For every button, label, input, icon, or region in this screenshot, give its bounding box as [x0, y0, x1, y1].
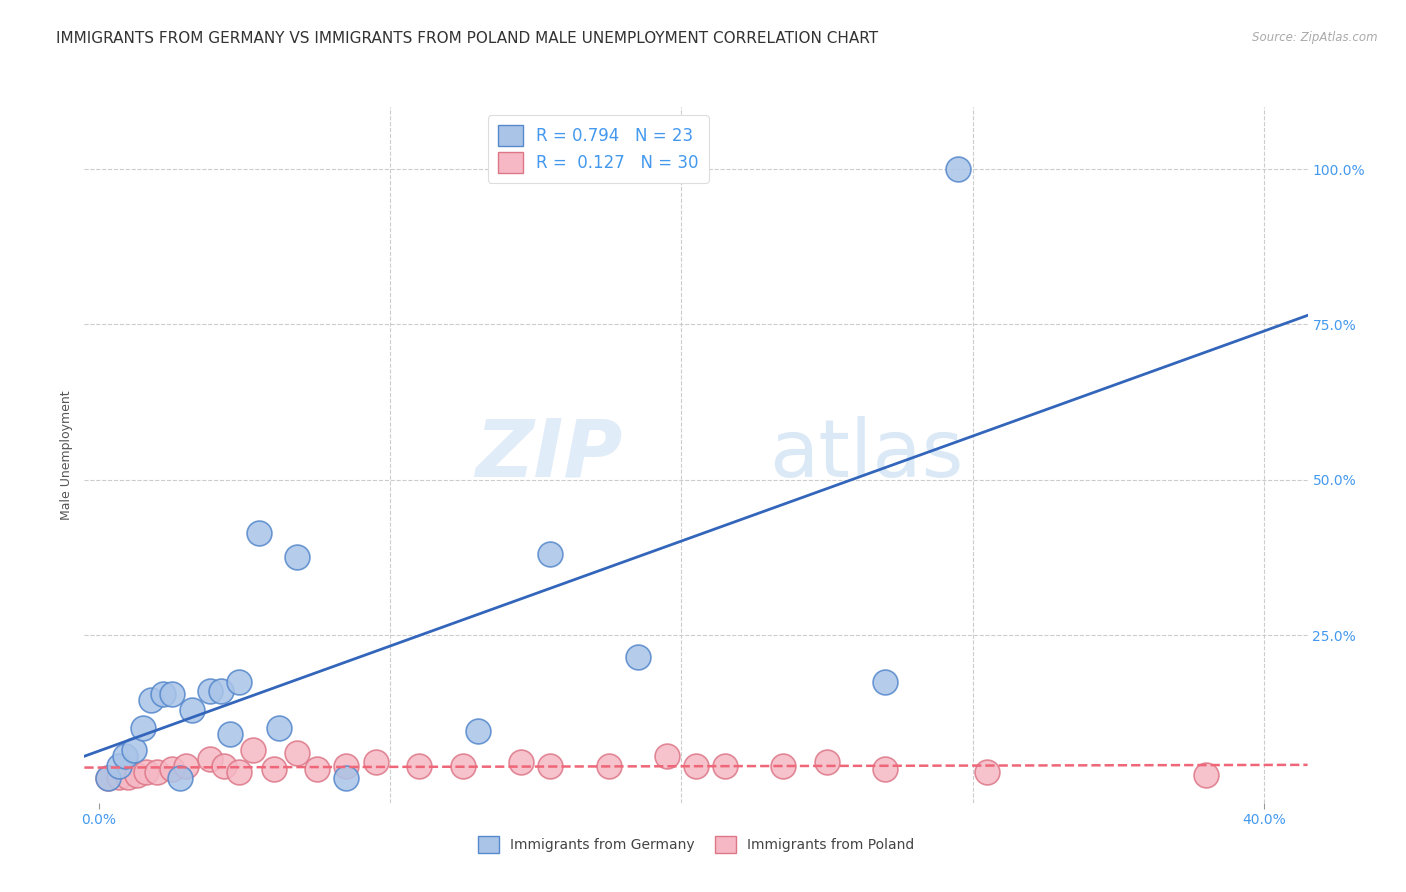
- Point: [772, 758, 794, 772]
- Point: [198, 752, 221, 766]
- Text: IMMIGRANTS FROM GERMANY VS IMMIGRANTS FROM POLAND MALE UNEMPLOYMENT CORRELATION : IMMIGRANTS FROM GERMANY VS IMMIGRANTS FR…: [56, 31, 879, 46]
- Point: [242, 743, 264, 757]
- Point: [198, 684, 221, 698]
- Point: [538, 758, 561, 772]
- Point: [169, 771, 191, 785]
- Point: [135, 764, 157, 779]
- Point: [467, 724, 489, 739]
- Point: [598, 758, 620, 772]
- Point: [108, 770, 131, 784]
- Point: [627, 649, 650, 664]
- Point: [247, 525, 270, 540]
- Point: [875, 762, 897, 776]
- Point: [538, 547, 561, 561]
- Point: [335, 758, 357, 772]
- Point: [131, 721, 153, 735]
- Point: [285, 550, 308, 565]
- Legend: Immigrants from Germany, Immigrants from Poland: Immigrants from Germany, Immigrants from…: [472, 830, 920, 858]
- Point: [263, 762, 285, 776]
- Text: atlas: atlas: [769, 416, 963, 494]
- Point: [141, 693, 163, 707]
- Point: [364, 756, 387, 770]
- Point: [510, 756, 533, 770]
- Point: [815, 756, 838, 770]
- Point: [122, 743, 145, 757]
- Text: ZIP: ZIP: [475, 416, 623, 494]
- Point: [97, 771, 120, 785]
- Point: [97, 771, 120, 785]
- Point: [181, 703, 204, 717]
- Text: Source: ZipAtlas.com: Source: ZipAtlas.com: [1253, 31, 1378, 45]
- Y-axis label: Male Unemployment: Male Unemployment: [60, 390, 73, 520]
- Point: [685, 758, 707, 772]
- Point: [152, 687, 174, 701]
- Point: [269, 721, 291, 735]
- Point: [655, 749, 678, 764]
- Point: [875, 674, 897, 689]
- Point: [160, 687, 183, 701]
- Point: [976, 764, 998, 779]
- Point: [408, 758, 430, 772]
- Point: [714, 758, 737, 772]
- Point: [219, 727, 242, 741]
- Point: [108, 758, 131, 772]
- Point: [146, 764, 169, 779]
- Point: [1195, 768, 1218, 782]
- Point: [946, 162, 969, 177]
- Point: [228, 674, 250, 689]
- Point: [212, 758, 235, 772]
- Point: [307, 762, 329, 776]
- Point: [114, 749, 136, 764]
- Point: [209, 684, 232, 698]
- Point: [125, 768, 148, 782]
- Point: [174, 758, 197, 772]
- Point: [228, 764, 250, 779]
- Point: [451, 758, 474, 772]
- Point: [335, 771, 357, 785]
- Point: [160, 762, 183, 776]
- Point: [117, 770, 139, 784]
- Point: [285, 746, 308, 760]
